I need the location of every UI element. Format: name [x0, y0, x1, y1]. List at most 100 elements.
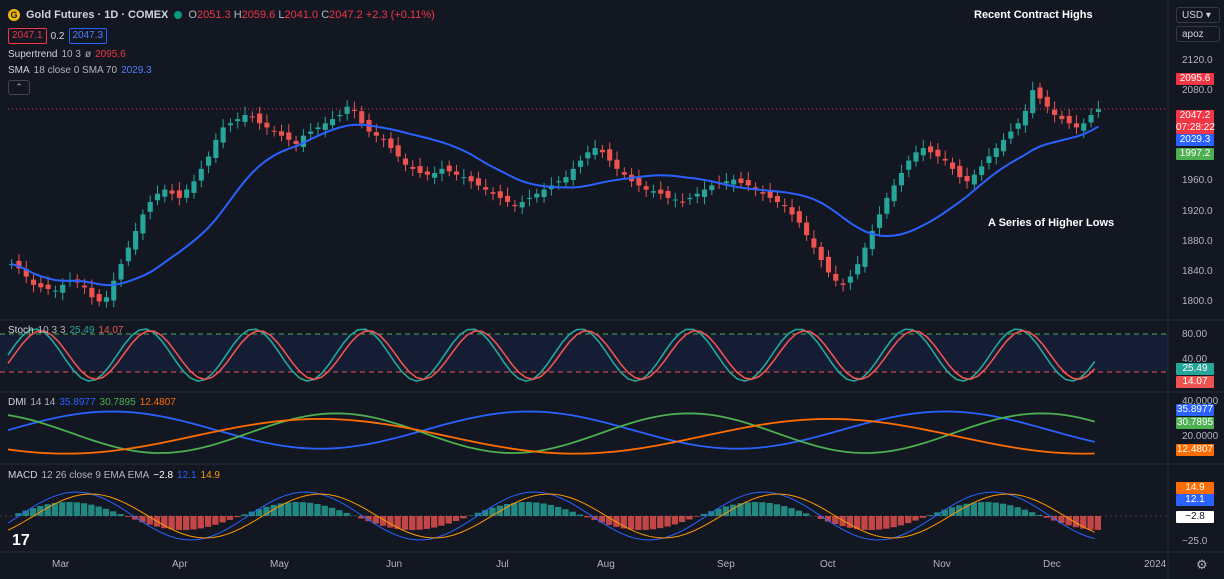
candle-body	[23, 269, 29, 277]
candle-body	[957, 165, 963, 178]
sma-legend[interactable]: SMA 18 close 0 SMA 70 2029.3	[8, 65, 152, 76]
change-value: +2.3 (+0.11%)	[365, 9, 435, 21]
macd-histogram-bar	[518, 502, 525, 516]
candle-body	[745, 180, 751, 186]
candle-body	[191, 181, 197, 193]
time-tick: Dec	[1043, 559, 1061, 570]
candle-body	[723, 181, 729, 184]
candle-body	[519, 202, 525, 208]
macd-histogram-bar	[1094, 516, 1101, 530]
candle-body	[782, 204, 788, 207]
macd-histogram-bar	[15, 513, 22, 516]
candle-body	[855, 264, 861, 275]
macd-histogram-bar	[409, 516, 416, 530]
buy-button[interactable]: 2047.3	[68, 28, 108, 44]
candle-body	[162, 189, 168, 197]
macd-histogram-bar	[941, 509, 948, 516]
macd-histogram-bar	[445, 516, 452, 524]
dmi-minus-line	[7, 412, 1095, 454]
macd-histogram-bar	[1065, 516, 1072, 526]
price-tick: 1800.0	[1182, 296, 1213, 307]
macd-histogram-bar	[722, 506, 730, 516]
macd-histogram-bar	[890, 516, 897, 528]
macd-histogram-bar	[562, 509, 569, 516]
macd-histogram-bar	[540, 503, 547, 516]
macd-histogram-bar	[788, 508, 795, 516]
macd-histogram-bar	[678, 516, 686, 523]
symbol-title[interactable]: Gold Futures · 1D · COMEX	[26, 9, 169, 21]
candle-body	[264, 122, 270, 128]
macd-histogram-bar	[1072, 516, 1080, 528]
macd-histogram-bar	[576, 514, 584, 516]
dmi-tick: 40.0000	[1182, 396, 1219, 407]
macd-histogram-bar	[766, 502, 773, 516]
price-tick: 1960.0	[1182, 175, 1213, 186]
macd-histogram-bar	[234, 516, 241, 518]
candle-body	[811, 238, 817, 248]
macd-histogram-bar	[897, 516, 905, 526]
supertrend-legend[interactable]: Supertrend 10 3 ø 2095.6	[8, 49, 126, 60]
macd-histogram-bar	[59, 502, 66, 516]
macd-histogram-bar	[51, 502, 59, 516]
macd-histogram-bar	[525, 502, 533, 516]
currency-select[interactable]: USD ▾	[1176, 7, 1220, 23]
candle-body	[16, 260, 22, 269]
macd-histogram-bar	[839, 516, 846, 527]
macd-histogram-bar	[22, 510, 29, 516]
macd-histogram-bar	[598, 516, 606, 523]
settings-gear-icon[interactable]: ⚙	[1196, 557, 1208, 572]
candle-body	[1000, 139, 1007, 152]
macd-histogram-bar	[161, 516, 168, 529]
candle-body	[949, 162, 956, 169]
macd-histogram-bar	[474, 512, 482, 516]
macd-histogram-bar	[277, 503, 285, 516]
candle-body	[497, 191, 503, 198]
macd-histogram-bar	[511, 502, 518, 516]
macd-histogram-bar	[88, 504, 95, 516]
macd-histogram-bar	[1007, 505, 1014, 516]
tradingview-logo[interactable]: 17	[12, 532, 30, 549]
candle-body	[257, 113, 263, 124]
dmi-legend[interactable]: DMI 14 14 35.8977 30.7895 12.4807	[8, 397, 176, 408]
candle-body	[840, 283, 846, 285]
macd-histogram-bar	[183, 516, 190, 530]
time-tick: Jun	[386, 559, 403, 570]
candle-body	[227, 123, 233, 126]
stoch-tick: 80.00	[1182, 329, 1208, 340]
stoch-tick: 40.00	[1182, 354, 1208, 365]
time-tick: May	[270, 559, 289, 570]
candle-body	[52, 290, 58, 292]
sell-button[interactable]: 2047.1	[8, 28, 47, 44]
macd-histogram-bar	[1036, 514, 1043, 516]
candle-body	[971, 174, 977, 185]
stoch-legend[interactable]: Stoch 10 3 3 25.49 14.07	[8, 325, 124, 336]
dmi-plus-line	[7, 410, 1095, 450]
macd-histogram-bar	[44, 504, 51, 516]
collapse-legend-button[interactable]: ⌃	[8, 80, 30, 95]
macd-histogram-bar	[635, 516, 642, 530]
candle-body	[184, 189, 190, 198]
candle-body	[1037, 87, 1043, 99]
chart-legend: G Gold Futures · 1D · COMEX O2051.3 H205…	[8, 8, 435, 95]
candle-body	[738, 178, 744, 183]
macd-histogram-bar	[883, 516, 890, 529]
macd-histogram-bar	[423, 516, 431, 529]
macd-histogram-bar	[905, 516, 912, 524]
time-tick: Sep	[717, 559, 735, 570]
macd-histogram-bar	[861, 516, 868, 530]
macd-histogram-bar	[255, 509, 263, 516]
candle-body	[862, 247, 868, 267]
macd-histogram-bar	[37, 505, 44, 516]
candle-body	[680, 201, 686, 203]
candle-body	[249, 116, 255, 118]
candle-body	[731, 179, 737, 185]
macd-legend[interactable]: MACD 12 26 close 9 EMA EMA −2.8 12.1 14.9	[8, 470, 220, 481]
candle-body	[687, 197, 693, 200]
price-tick: 1840.0	[1182, 266, 1213, 277]
macd-histogram-bar	[657, 516, 664, 529]
macd-histogram-bar	[124, 516, 131, 517]
price-mode-select[interactable]: apoz	[1176, 26, 1220, 42]
candle-body	[694, 193, 700, 197]
macd-histogram-bar	[336, 510, 343, 516]
